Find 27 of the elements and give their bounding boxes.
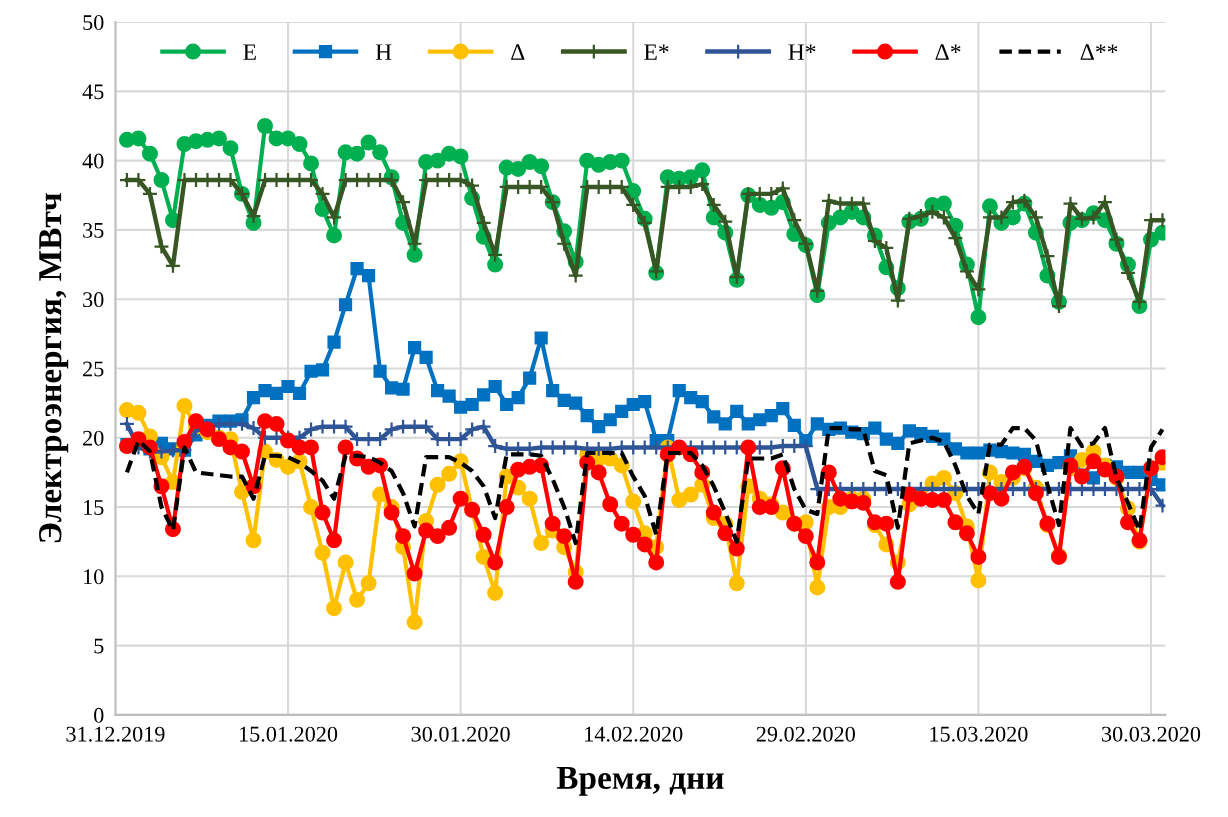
- x-tick-label: 30.03.2020: [1102, 726, 1201, 742]
- y-tick-label: 40: [82, 153, 104, 169]
- y-tick-label: 5: [94, 638, 104, 654]
- x-tick-label: 15.01.2020: [239, 726, 338, 742]
- y-tick-label: 25: [83, 361, 104, 377]
- y-tick-label: 50: [83, 14, 104, 30]
- y-tick-label: 15: [84, 500, 104, 515]
- legend-label: Δ: [511, 44, 525, 60]
- y-tick-label: 30: [83, 292, 104, 308]
- legend-label: E: [243, 44, 256, 60]
- legend-label: H: [375, 44, 392, 60]
- x-tick-label: 30.01.2020: [411, 726, 510, 742]
- legend-label: H*: [788, 44, 816, 60]
- legend-label: E*: [644, 44, 669, 60]
- x-axis-title: Время, дни: [556, 766, 724, 796]
- y-tick-label: 35: [83, 222, 104, 238]
- y-tick-label: 0: [94, 707, 104, 723]
- y-axis-title: Электроэнергия, МВтч: [39, 193, 69, 543]
- x-tick-label: 29.02.2020: [756, 726, 855, 742]
- y-tick-label: 20: [83, 430, 104, 446]
- y-tick-label: 10: [84, 569, 104, 585]
- legend-label: Δ**: [1080, 44, 1118, 60]
- x-tick-label: 31.12.2019: [66, 726, 165, 742]
- legend-label: Δ*: [935, 44, 961, 60]
- x-tick-label: 15.03.2020: [930, 726, 1028, 742]
- y-tick-label: 45: [82, 84, 104, 100]
- x-tick-label: 14.02.2020: [585, 726, 683, 742]
